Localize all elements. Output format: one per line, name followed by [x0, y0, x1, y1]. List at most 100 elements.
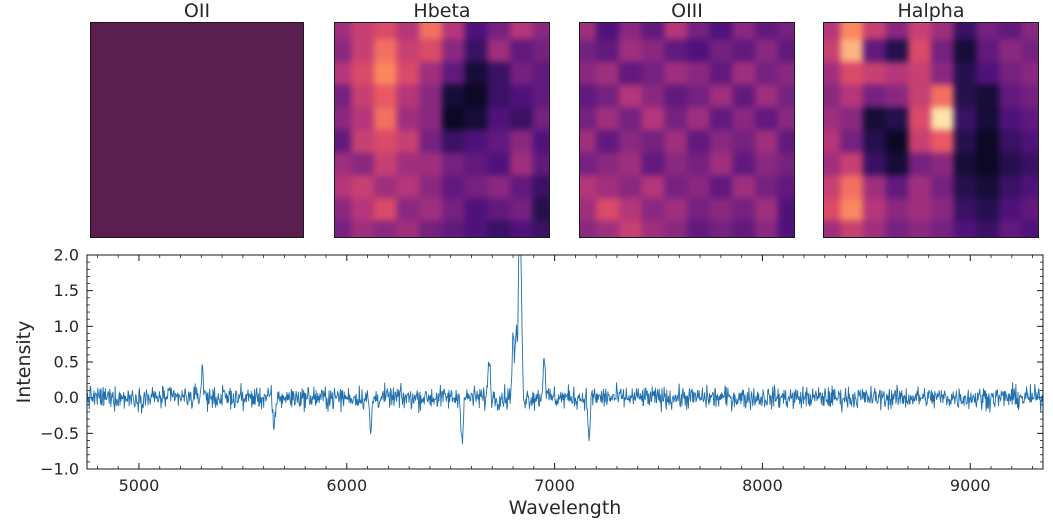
- heatmap-cell: [931, 84, 955, 108]
- heatmap-cell: [862, 175, 887, 199]
- y-tick-label: −1.0: [40, 460, 79, 479]
- heatmap-cell: [777, 23, 794, 40]
- panel-title-oii: OII: [183, 0, 211, 22]
- heatmap-cell: [976, 84, 1000, 108]
- heatmap-cell: [709, 107, 733, 131]
- heatmap-cell: [709, 175, 733, 199]
- heatmap-cell: [953, 220, 977, 237]
- heatmap-cell: [373, 175, 398, 199]
- heatmap-cell: [687, 152, 711, 176]
- heatmap-cell: [596, 107, 620, 131]
- heatmap-cell: [687, 84, 711, 108]
- heatmap-cell: [732, 198, 756, 222]
- heatmap-cell: [664, 220, 688, 237]
- heatmap-cell: [596, 61, 620, 86]
- heatmap-oiii-image: [580, 23, 794, 237]
- heatmap-cell: [664, 84, 688, 108]
- heatmap-cell: [664, 198, 688, 222]
- heatmap-cell: [840, 152, 864, 176]
- panel-title-halpha: Halpha: [897, 0, 965, 22]
- heatmap-cell: [419, 39, 443, 63]
- heatmap-cell: [862, 84, 887, 108]
- heatmap-cell: [885, 23, 909, 40]
- heatmap-cell: [641, 61, 665, 86]
- heatmap-cell: [755, 175, 779, 199]
- heatmap-cell: [396, 107, 420, 131]
- heatmap-cell: [732, 175, 756, 199]
- heatmap-cell: [908, 23, 932, 40]
- heatmap-cell: [396, 84, 420, 108]
- spectrum-axes-frame: [86, 254, 1044, 470]
- heatmap-cell: [464, 198, 488, 222]
- heatmap-cell: [777, 61, 794, 86]
- heatmap-cell: [862, 23, 887, 40]
- heatmap-cell: [976, 107, 1000, 131]
- heatmap-cell: [641, 107, 665, 131]
- heatmap-cell: [709, 220, 733, 237]
- heatmap-cell: [908, 84, 932, 108]
- heatmap-cell: [641, 175, 665, 199]
- heatmap-halpha-image: [824, 23, 1038, 237]
- y-tick-label: 1.0: [54, 317, 79, 336]
- heatmap-cell: [709, 39, 733, 63]
- heatmap-cell: [510, 61, 534, 86]
- heatmap-cell: [510, 220, 534, 237]
- heatmap-cell: [335, 23, 352, 40]
- heatmap-cell: [709, 61, 733, 86]
- heatmap-cell: [976, 175, 1000, 199]
- heatmap-cell: [532, 130, 549, 154]
- heatmap-cell: [419, 220, 443, 237]
- heatmap-cell: [777, 107, 794, 131]
- heatmap-cell: [953, 107, 977, 131]
- heatmap-cell: [999, 175, 1023, 199]
- heatmap-cell: [618, 61, 643, 86]
- heatmap-cell: [510, 152, 534, 176]
- heatmap-cell: [976, 130, 1000, 154]
- heatmap-cell: [442, 130, 466, 154]
- heatmap-cell: [777, 220, 794, 237]
- heatmap-cell: [510, 198, 534, 222]
- heatmap-cell: [862, 198, 887, 222]
- heatmap-uniform-fill: [91, 23, 303, 237]
- heatmap-cell: [664, 130, 688, 154]
- heatmap-cell: [755, 198, 779, 222]
- heatmap-cell: [687, 220, 711, 237]
- heatmap-cell: [596, 23, 620, 40]
- heatmap-cell: [419, 84, 443, 108]
- heatmap-cell: [732, 61, 756, 86]
- heatmap-cell: [464, 23, 488, 40]
- heatmap-cell: [618, 39, 643, 63]
- heatmap-cell: [885, 152, 909, 176]
- heatmap-cell: [373, 61, 398, 86]
- heatmap-cell: [999, 84, 1023, 108]
- heatmap-cell: [777, 84, 794, 108]
- heatmap-cell: [442, 152, 466, 176]
- heatmap-cell: [580, 23, 597, 40]
- heatmap-cell: [351, 130, 375, 154]
- heatmap-cell: [487, 152, 511, 176]
- heatmap-cell: [885, 84, 909, 108]
- x-tick-label: 6000: [326, 476, 367, 495]
- heatmap-cell: [351, 84, 375, 108]
- heatmap-cell: [687, 130, 711, 154]
- heatmap-cell: [931, 198, 955, 222]
- heatmap-cell: [641, 84, 665, 108]
- heatmap-cell: [732, 152, 756, 176]
- y-tick-label: 2.0: [54, 246, 79, 265]
- heatmap-cell: [596, 84, 620, 108]
- heatmap-cell: [618, 175, 643, 199]
- heatmap-cell: [908, 61, 932, 86]
- heatmap-cell: [487, 39, 511, 63]
- heatmap-cell: [532, 23, 549, 40]
- heatmap-cell: [335, 130, 352, 154]
- heatmap-cell: [999, 130, 1023, 154]
- heatmap-cell: [351, 152, 375, 176]
- heatmap-cell: [931, 23, 955, 40]
- heatmap-cell: [464, 220, 488, 237]
- heatmap-cell: [885, 220, 909, 237]
- heatmap-cell: [976, 61, 1000, 86]
- heatmap-cell: [373, 39, 398, 63]
- heatmap-cell: [373, 130, 398, 154]
- heatmap-cell: [419, 175, 443, 199]
